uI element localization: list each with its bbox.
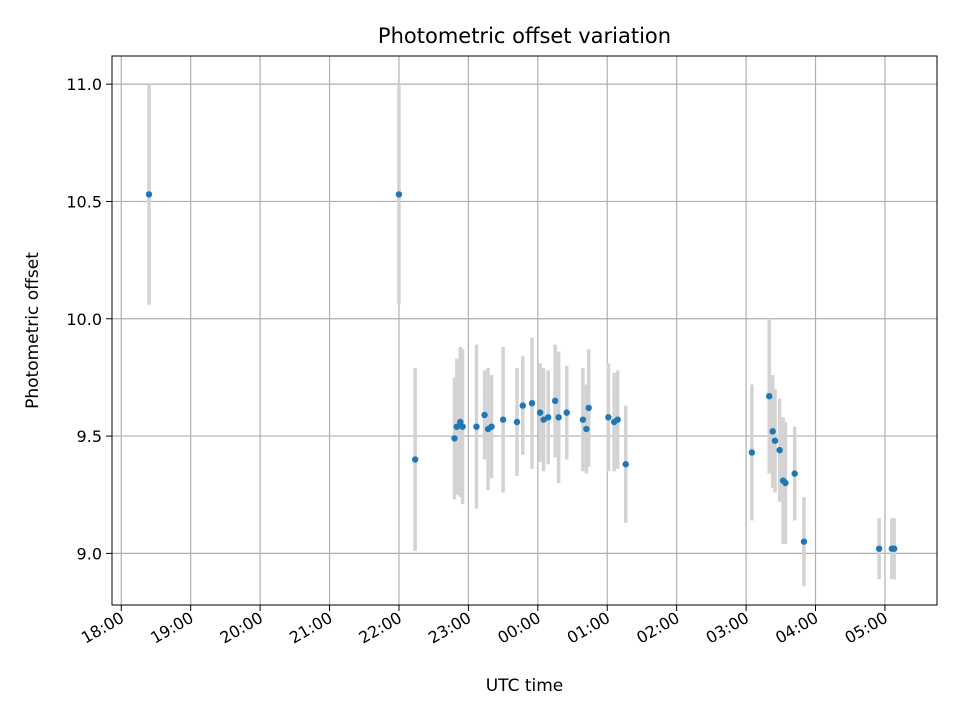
data-point [551,397,559,405]
data-point [800,538,808,545]
data-point [748,449,756,456]
data-point [411,456,419,463]
data-point [563,409,570,416]
data-point [453,423,461,430]
data-point [481,411,488,419]
data-point [782,479,789,487]
data-point [890,545,898,552]
data-point [791,470,798,477]
data-point [769,428,776,435]
data-point [771,437,779,444]
data-point [395,191,403,198]
plot-frame [111,55,938,606]
data-point [145,191,153,198]
data-point [451,435,458,442]
data-point [536,409,544,416]
y-axis-label: Photometric offset [23,252,43,409]
data-points [145,191,898,552]
data-point [528,400,536,407]
data-point [776,446,783,454]
data-point [766,392,773,400]
y-tick-label: 9.0 [77,544,102,563]
data-point [579,416,587,423]
data-point [499,416,507,423]
data-point [513,418,521,426]
data-point [519,402,526,409]
data-point [622,461,629,468]
data-point [585,404,592,412]
data-point [473,423,480,430]
plot-area [112,56,937,605]
x-axis-label: UTC time [486,676,564,696]
chart-title: Photometric offset variation [378,24,671,48]
data-point [488,423,495,430]
data-point [605,414,612,421]
y-tick-label: 10.0 [66,310,102,329]
data-point [555,414,562,421]
y-tick-label: 10.5 [66,192,102,211]
y-axis-ticks: 9.0 9.5 10.0 10.5 11.0 [66,75,112,563]
data-point [545,414,552,421]
data-point [875,545,883,552]
data-point [583,425,590,433]
y-tick-label: 11.0 [66,75,102,94]
y-tick-label: 9.5 [77,427,102,446]
data-point [614,416,621,423]
data-point [459,423,466,430]
